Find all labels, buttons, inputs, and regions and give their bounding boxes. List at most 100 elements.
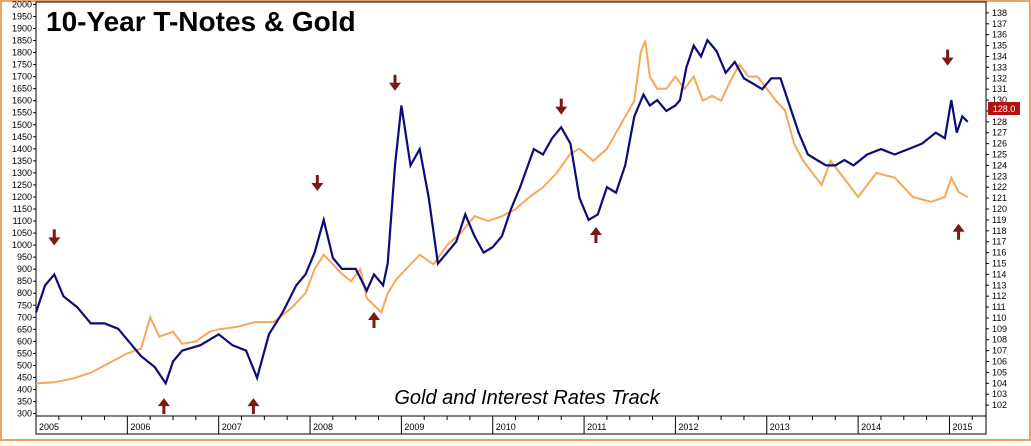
right-tick-label: 116 (992, 248, 1006, 258)
right-tick-label: 119 (992, 215, 1006, 225)
right-tick-label: 105 (992, 367, 1007, 377)
arrow-up (157, 398, 170, 415)
right-tick-label: 104 (992, 378, 1007, 388)
left-tick-label: 2000 (12, 0, 32, 9)
left-tick-label: 800 (17, 288, 32, 298)
right-tick-label: 127 (992, 128, 1007, 138)
x-tick-label: 2009 (404, 422, 424, 432)
chart-annotation: Gold and Interest Rates Track (394, 387, 660, 409)
arrow-up (952, 223, 965, 240)
arrow-markers (48, 49, 965, 415)
right-tick-label: 137 (992, 19, 1007, 29)
left-tick-label: 1950 (12, 11, 32, 21)
x-tick-label: 2007 (222, 422, 242, 432)
left-tick-label: 1900 (12, 23, 32, 33)
left-tick-label: 1450 (12, 132, 32, 142)
right-tick-label: 110 (992, 313, 1006, 323)
right-tick-label: 132 (992, 73, 1007, 83)
series-line-tnotes (34, 37, 969, 386)
last-value-box (988, 102, 1020, 115)
left-tick-label: 1650 (12, 84, 32, 94)
left-tick-label: 550 (17, 348, 32, 358)
chart-title: 10-Year T-Notes & Gold (46, 6, 356, 37)
left-tick-label: 1250 (12, 180, 32, 190)
arrow-up (589, 227, 602, 244)
right-tick-label: 117 (992, 237, 1006, 247)
right-tick-label: 134 (992, 51, 1007, 61)
left-tick-label: 450 (17, 372, 32, 382)
right-tick-label: 136 (992, 30, 1007, 40)
arrow-down (48, 229, 61, 246)
left-tick-label: 1350 (12, 156, 32, 166)
arrow-down (941, 49, 954, 66)
left-tick-label: 1050 (12, 228, 32, 238)
left-axis-ticks: 300 350 400 450 500 550 600 650 700 750 800 850 900 9… (12, 0, 36, 419)
right-tick-label: 138 (992, 8, 1007, 18)
right-tick-label: 135 (992, 41, 1007, 51)
left-tick-label: 1150 (13, 204, 32, 214)
left-tick-label: 750 (17, 300, 32, 310)
right-tick-label: 106 (992, 357, 1007, 367)
right-tick-label: 102 (992, 400, 1007, 410)
left-tick-label: 1750 (12, 60, 32, 70)
left-tick-label: 1300 (12, 168, 32, 178)
right-tick-label: 103 (992, 389, 1007, 399)
left-tick-label: 300 (17, 409, 32, 419)
left-tick-label: 850 (17, 276, 32, 286)
right-tick-label: 124 (992, 160, 1007, 170)
left-tick-label: 700 (17, 312, 32, 322)
right-tick-label: 133 (992, 62, 1007, 72)
left-tick-label: 500 (17, 360, 32, 370)
left-tick-label: 1600 (12, 96, 32, 106)
x-tick-label: 2006 (130, 422, 150, 432)
right-tick-label: 121 (992, 193, 1007, 203)
right-tick-label: 115 (992, 258, 1006, 268)
left-tick-label: 1200 (12, 192, 32, 202)
x-tick-label: 2011 (587, 422, 606, 432)
left-tick-label: 1700 (12, 72, 32, 82)
last-value-label: 128.0 (993, 104, 1016, 114)
arrow-down (311, 174, 324, 191)
left-tick-label: 350 (17, 397, 32, 407)
right-tick-label: 122 (992, 182, 1007, 192)
right-tick-label: 109 (992, 324, 1007, 334)
right-tick-label: 130 (992, 95, 1007, 105)
series-line-gold (35, 40, 969, 385)
right-tick-label: 120 (992, 204, 1007, 214)
left-tick-label: 600 (17, 336, 32, 346)
left-tick-label: 1100 (13, 216, 32, 226)
x-tick-label: 2013 (770, 422, 790, 432)
left-tick-label: 1800 (12, 48, 32, 58)
right-tick-label: 125 (992, 150, 1007, 160)
arrow-down (388, 74, 401, 91)
last-value-badge: 128.0 (988, 102, 1020, 115)
x-axis-ticks: 2005 2006 2007 2008 2009 2010 2011 2012 2013 2014… (35, 416, 973, 434)
left-tick-label: 1400 (12, 144, 32, 154)
left-tick-label: 1850 (12, 36, 32, 46)
right-tick-label: 113 (992, 280, 1006, 290)
right-tick-label: 128 (992, 117, 1007, 127)
arrow-up (247, 398, 260, 415)
arrow-up (367, 312, 380, 329)
left-tick-label: 650 (17, 324, 32, 334)
left-tick-label: 1550 (12, 108, 32, 118)
right-tick-label: 107 (992, 346, 1007, 356)
right-axis-ticks: 1021031041051061071081091101111121131141… (986, 8, 1007, 410)
x-tick-label: 2012 (678, 422, 698, 432)
left-tick-label: 950 (17, 252, 32, 262)
right-tick-label: 111 (992, 302, 1006, 312)
right-tick-label: 108 (992, 335, 1007, 345)
x-tick-label: 2005 (39, 422, 59, 432)
x-tick-label: 2010 (496, 422, 516, 432)
right-tick-label: 118 (992, 226, 1006, 236)
x-tick-label: 2015 (952, 422, 972, 432)
right-tick-label: 123 (992, 171, 1007, 181)
left-tick-label: 900 (17, 264, 32, 274)
left-tick-label: 400 (17, 385, 32, 395)
right-tick-label: 112 (992, 291, 1006, 301)
left-tick-label: 1000 (12, 240, 32, 250)
x-tick-label: 2008 (313, 422, 333, 432)
left-tick-label: 1500 (12, 120, 32, 130)
